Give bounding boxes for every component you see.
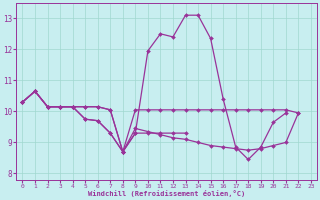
X-axis label: Windchill (Refroidissement éolien,°C): Windchill (Refroidissement éolien,°C): [88, 190, 245, 197]
